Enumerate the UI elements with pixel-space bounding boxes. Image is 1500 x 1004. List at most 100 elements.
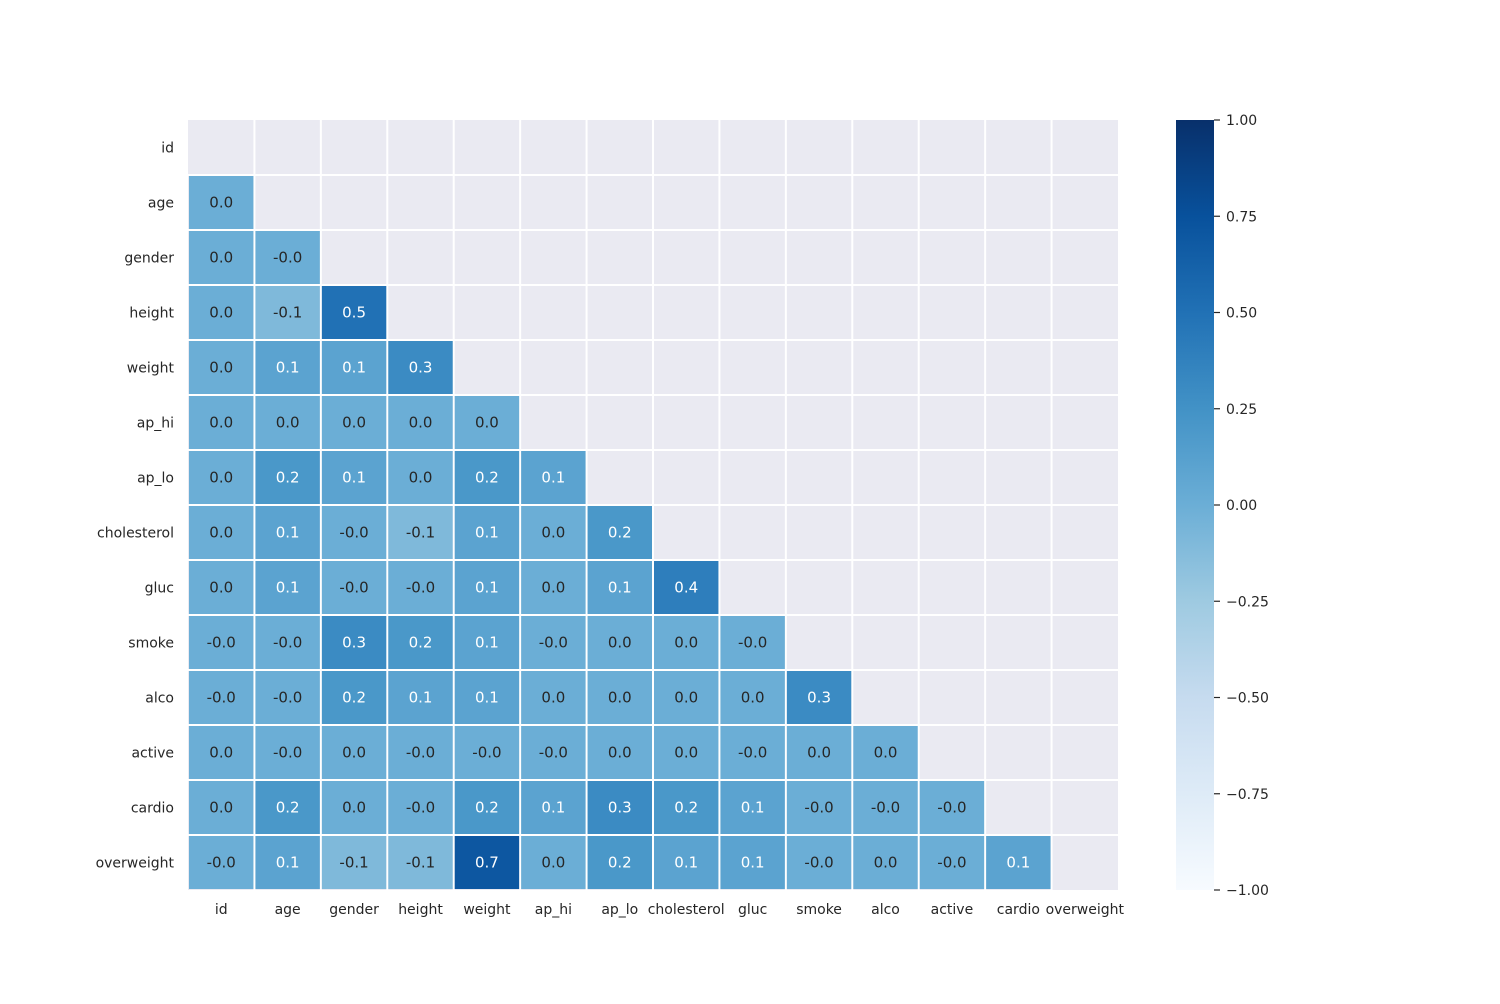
cell-value-label-gluc-weight: 0.1 xyxy=(475,579,499,597)
cell-value-label-gluc-ap-lo: 0.1 xyxy=(608,579,632,597)
heatmap-cell-cholesterol-ap-lo xyxy=(587,506,652,559)
x-tick-label-active: active xyxy=(931,902,974,918)
y-tick-label-active: active xyxy=(131,746,174,762)
heatmap-cell-gender-id xyxy=(189,231,254,284)
x-tick-label-gluc: gluc xyxy=(738,902,767,918)
cell-value-label-alco-smoke: 0.3 xyxy=(807,689,831,707)
cell-value-label-height-id: 0.0 xyxy=(209,304,233,322)
heatmap-cell-ap-lo-gender xyxy=(321,451,387,504)
x-tick-label-cardio: cardio xyxy=(997,902,1040,918)
cell-value-label-cholesterol-gender: -0.0 xyxy=(339,524,368,542)
x-tick-label-gender: gender xyxy=(329,902,379,918)
heatmap-cell-weight-id xyxy=(189,341,254,394)
cell-value-label-active-gluc: -0.0 xyxy=(738,744,767,762)
cell-value-label-cardio-ap-hi: 0.1 xyxy=(541,799,565,817)
cell-value-label-alco-ap-lo: 0.0 xyxy=(608,689,632,707)
heatmap-cell-smoke-height xyxy=(388,616,453,669)
heatmap-cell-weight-age xyxy=(255,341,320,394)
heatmap-cell-ap-lo-weight xyxy=(454,451,520,504)
heatmap-cell-height-age xyxy=(255,286,320,339)
heatmap-cell-gluc-age xyxy=(255,561,320,614)
cell-value-label-active-ap-hi: -0.0 xyxy=(539,744,568,762)
cell-value-label-ap-lo-age: 0.2 xyxy=(276,469,300,487)
y-tick-label-cardio: cardio xyxy=(131,801,174,817)
heatmap-cell-ap-hi-height xyxy=(388,396,453,449)
heatmap-cell-alco-ap-hi xyxy=(521,671,586,724)
cell-value-label-alco-gluc: 0.0 xyxy=(741,689,765,707)
cell-value-label-overweight-weight: 0.7 xyxy=(475,854,499,872)
heatmap-cell-ap-hi-weight xyxy=(454,396,520,449)
y-tick-label-height: height xyxy=(129,306,174,322)
heatmap-cell-overweight-ap-hi xyxy=(521,836,586,889)
cell-value-label-gluc-gender: -0.0 xyxy=(339,579,368,597)
cell-value-label-ap-hi-age: 0.0 xyxy=(276,414,300,432)
heatmap-cell-cardio-ap-hi xyxy=(521,781,586,834)
cell-value-label-alco-height: 0.1 xyxy=(409,689,433,707)
cell-value-label-active-ap-lo: 0.0 xyxy=(608,744,632,762)
x-tick-label-ap-hi: ap_hi xyxy=(535,902,572,918)
colorbar-tick-label-3: 0.25 xyxy=(1226,402,1257,418)
cell-value-label-active-alco: 0.0 xyxy=(874,744,898,762)
cell-value-label-age-id: 0.0 xyxy=(209,194,233,212)
colorbar-gradient xyxy=(1176,120,1214,890)
cell-value-label-cholesterol-age: 0.1 xyxy=(276,524,300,542)
heatmap-cell-gender-age xyxy=(255,231,320,284)
cell-value-label-active-weight: -0.0 xyxy=(472,744,501,762)
heatmap-cell-alco-gluc xyxy=(720,671,785,724)
cell-value-label-smoke-ap-lo: 0.0 xyxy=(608,634,632,652)
colorbar-tick-label-0: 1.00 xyxy=(1226,113,1257,129)
heatmap-cell-active-weight xyxy=(454,726,520,779)
heatmap-cell-ap-lo-ap-hi xyxy=(521,451,586,504)
cell-value-label-gluc-height: -0.0 xyxy=(406,579,435,597)
x-tick-label-overweight: overweight xyxy=(1046,902,1125,918)
heatmap-cell-ap-lo-height xyxy=(388,451,453,504)
heatmap-cell-cholesterol-height xyxy=(388,506,453,559)
x-axis-tick-labels: id age gender height weight ap_hi ap_lo cholest… xyxy=(215,902,1125,918)
cell-value-label-smoke-gluc: -0.0 xyxy=(738,634,767,652)
cell-value-label-smoke-id: -0.0 xyxy=(207,634,236,652)
heatmap-cell-weight-gender xyxy=(321,341,387,394)
cell-value-label-ap-lo-gender: 0.1 xyxy=(342,469,366,487)
colorbar: 1.00 0.75 0.50 0.25 0.00 −0.25 −0.50 −0.75 −1.00 xyxy=(1176,113,1269,899)
cell-value-label-alco-gender: 0.2 xyxy=(342,689,366,707)
x-tick-label-ap-lo: ap_lo xyxy=(601,902,638,918)
heatmap-cell-cardio-ap-lo xyxy=(587,781,652,834)
heatmap-cell-overweight-age xyxy=(255,836,320,889)
cell-value-label-gender-id: 0.0 xyxy=(209,249,233,267)
heatmap-cell-gluc-cholesterol xyxy=(654,561,719,614)
heatmap-cell-active-gender xyxy=(321,726,387,779)
cell-value-label-overweight-ap-hi: 0.0 xyxy=(541,854,565,872)
cell-value-label-overweight-gender: -0.1 xyxy=(339,854,368,872)
cell-value-label-smoke-age: -0.0 xyxy=(273,634,302,652)
y-tick-label-age: age xyxy=(148,196,174,212)
cell-value-label-ap-lo-id: 0.0 xyxy=(209,469,233,487)
heatmap-cell-gluc-id xyxy=(189,561,254,614)
x-tick-label-smoke: smoke xyxy=(796,902,842,918)
heatmap-cell-overweight-weight xyxy=(454,836,520,889)
cell-value-label-active-smoke: 0.0 xyxy=(807,744,831,762)
heatmap-cell-cholesterol-age xyxy=(255,506,320,559)
heatmap-cell-gluc-ap-hi xyxy=(521,561,586,614)
cell-value-label-gluc-cholesterol: 0.4 xyxy=(674,579,698,597)
cell-value-label-cardio-gluc: 0.1 xyxy=(741,799,765,817)
x-tick-label-alco: alco xyxy=(871,902,900,918)
heatmap-cell-gluc-gender xyxy=(321,561,387,614)
heatmap-cell-cardio-alco xyxy=(853,781,918,834)
cell-value-label-cardio-alco: -0.0 xyxy=(871,799,900,817)
cell-value-label-smoke-weight: 0.1 xyxy=(475,634,499,652)
heatmap-cell-ap-hi-id xyxy=(189,396,254,449)
x-tick-label-height: height xyxy=(398,902,443,918)
heatmap-cell-alco-weight xyxy=(454,671,520,724)
cell-value-label-gender-age: -0.0 xyxy=(273,249,302,267)
cell-value-label-cardio-gender: 0.0 xyxy=(342,799,366,817)
heatmap-cell-active-cholesterol xyxy=(654,726,719,779)
heatmap-cell-alco-gender xyxy=(321,671,387,724)
heatmap-cell-active-smoke xyxy=(786,726,852,779)
colorbar-tick-label-6: −0.50 xyxy=(1226,691,1269,707)
colorbar-tick-label-4: 0.00 xyxy=(1226,498,1257,514)
cell-value-label-alco-ap-hi: 0.0 xyxy=(541,689,565,707)
heatmap-cell-smoke-gluc xyxy=(720,616,785,669)
heatmap-cell-alco-age xyxy=(255,671,320,724)
